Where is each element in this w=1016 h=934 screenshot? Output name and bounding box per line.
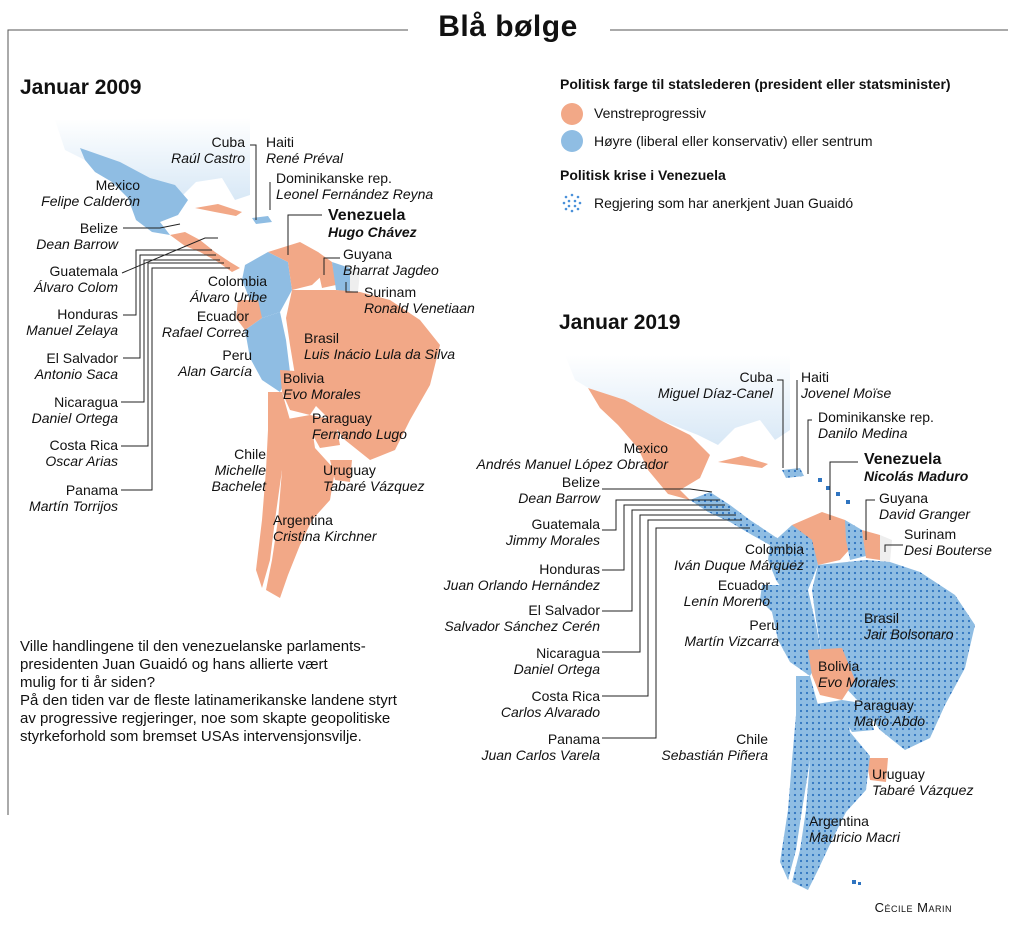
label-2009-ecuador: Ecuador Rafael Correa	[161, 308, 249, 340]
guiana-2009	[350, 268, 360, 292]
guyana-2019	[845, 520, 866, 560]
label-2009-el-salvador: El Salvador Antonio Saca	[34, 350, 118, 382]
bolivia-2009	[280, 370, 320, 415]
label-2009-nicaragua: Nicaragua Daniel Ortega	[31, 394, 118, 426]
legend-crisis-label: Regjering som har anerkjent Juan Guaidó	[594, 195, 854, 211]
venezuela-2009	[268, 242, 330, 290]
label-2019-belize: Belize Dean Barrow	[518, 474, 600, 506]
ecuador-2019	[760, 585, 790, 612]
label-2009-surinam: Surinam Ronald Venetiaan	[364, 284, 475, 316]
chile-2009	[256, 392, 290, 588]
label-2019-uruguay: Uruguay Tabaré Vázquez	[872, 766, 974, 798]
label-2009-belize: Belize Dean Barrow	[36, 220, 118, 252]
intro-line: På den tiden var de fleste latinamerikan…	[20, 692, 397, 709]
argentina-2019	[792, 700, 870, 890]
ecuador-2009	[236, 300, 262, 330]
legend-heading: Politisk farge til statslederen (preside…	[560, 76, 951, 92]
label-2019-peru: Peru Martín Vizcarra	[684, 617, 779, 649]
label-2009-panama: Panama Martín Torrijos	[29, 482, 118, 514]
label-2019-el-salvador: El Salvador Salvador Sánchez Cerén	[444, 602, 600, 634]
guyana-2009	[318, 252, 336, 288]
legend-left-label: Venstreprogressiv	[594, 105, 707, 121]
cuba-2009	[195, 204, 242, 216]
map-2009	[55, 118, 440, 598]
label-2019-dominikanske: Dominikanske rep. Danilo Medina	[818, 409, 934, 441]
swatch-right	[561, 130, 583, 152]
usa-2009	[55, 118, 250, 200]
guiana-2019	[880, 535, 892, 562]
colombia-2019	[768, 525, 818, 600]
central-america-2009	[170, 232, 240, 272]
argentina-2009	[266, 415, 335, 598]
label-2009-paraguay: Paraguay Fernando Lugo	[312, 410, 407, 442]
label-2019-colombia: Colombia Iván Duque Márquez	[674, 541, 804, 573]
peru-2009	[245, 312, 290, 392]
label-2019-haiti: Haiti Jovenel Moïse	[801, 369, 892, 401]
label-2019-bolivia: Bolivia Evo Morales	[818, 658, 896, 690]
label-2009-mexico: Mexico Felipe Calderón	[41, 177, 140, 209]
intro-line: Ville handlingene til den venezuelanske …	[20, 638, 366, 655]
heading-2019: Januar 2019	[559, 311, 681, 334]
label-2009-costa-rica: Costa Rica Oscar Arias	[45, 437, 118, 469]
label-2009-guatemala: Guatemala Álvaro Colom	[33, 263, 118, 295]
label-2019-chile: Chile Sebastián Piñera	[661, 731, 768, 763]
hispaniola-2019	[782, 468, 804, 478]
page-title: Blå bølge	[0, 10, 1016, 44]
label-2019-costa-rica: Costa Rica Carlos Alvarado	[500, 688, 600, 720]
label-2019-brasil: Brasil Jair Bolsonaro	[864, 610, 954, 642]
paraguay-2019	[842, 700, 874, 732]
uruguay-2019	[866, 758, 888, 782]
uruguay-2009	[330, 460, 352, 482]
brasil-2019	[812, 560, 975, 750]
chile-2019	[780, 676, 818, 880]
label-2009-chile: Chile Michelle Bachelet	[211, 446, 266, 494]
label-2009-venezuela: Venezuela Hugo Chávez	[328, 207, 417, 241]
intro-line: av progressive regjeringer, noe som skap…	[20, 710, 391, 727]
label-2009-haiti: Haiti René Préval	[266, 134, 344, 166]
bolivia-2019	[808, 648, 855, 700]
intro-line: mulig for ti år siden?	[20, 674, 156, 691]
swatch-left	[561, 103, 583, 125]
label-2009-brasil: Brasil Luis Inácio Lula da Silva	[304, 330, 455, 362]
intro-line: presidenten Juan Guaidó og hans allierte…	[20, 656, 328, 673]
label-2019-guyana: Guyana David Granger	[879, 490, 971, 522]
intro-text: Ville handlingene til den venezuelanske …	[20, 638, 420, 746]
label-2019-paraguay: Paraguay Mario Abdo	[854, 697, 926, 729]
heading-2009: Januar 2009	[20, 76, 142, 99]
mexico-2009	[80, 148, 188, 235]
usa-2019	[565, 355, 790, 445]
cuba-2019	[718, 456, 768, 468]
label-2009-colombia: Colombia Álvaro Uribe	[189, 273, 267, 305]
label-2009-cuba: Cuba Raúl Castro	[171, 134, 245, 166]
label-2009-uruguay: Uruguay Tabaré Vázquez	[323, 462, 425, 494]
credit: Cécile Marin	[874, 900, 952, 915]
label-2019-ecuador: Ecuador Lenín Moreno	[683, 577, 770, 609]
label-2019-panama: Panama Juan Carlos Varela	[481, 731, 600, 763]
venezuela-2019	[792, 512, 858, 565]
label-2009-bolivia: Bolivia Evo Morales	[283, 370, 361, 402]
paraguay-2009	[310, 415, 340, 448]
label-2019-surinam: Surinam Desi Bouterse	[904, 526, 992, 558]
intro-line: styrkeforhold som bremset USAs intervens…	[20, 728, 362, 745]
label-2019-nicaragua: Nicaragua Daniel Ortega	[513, 645, 600, 677]
label-2019-venezuela: Venezuela Nicolás Maduro	[864, 451, 969, 485]
label-2019-cuba: Cuba Miguel Díaz-Canel	[657, 369, 773, 401]
label-2009-peru: Peru Alan García	[178, 347, 252, 379]
label-2019-mexico: Mexico Andrés Manuel López Obrador	[476, 440, 668, 472]
crisis-swatch	[561, 192, 583, 214]
mexico-2019	[588, 388, 710, 500]
label-2009-guyana: Guyana Bharrat Jagdeo	[343, 246, 439, 278]
brasil-2009	[286, 290, 440, 460]
legend-right-label: Høyre (liberal eller konservativ) eller …	[594, 133, 873, 149]
legend-crisis-heading: Politisk krise i Venezuela	[560, 167, 726, 183]
label-2019-argentina: Argentina Mauricio Macri	[809, 813, 901, 845]
label-2009-argentina: Argentina Cristina Kirchner	[273, 512, 377, 544]
label-2019-guatemala: Guatemala Jimmy Morales	[505, 516, 600, 548]
hispaniola-2009	[252, 216, 272, 224]
label-2009-honduras: Honduras Manuel Zelaya	[26, 306, 118, 338]
label-2019-honduras: Honduras Juan Orlando Hernández	[443, 561, 600, 593]
label-2009-dominikanske: Dominikanske rep. Leonel Fernández Reyna	[276, 170, 434, 202]
map-2019	[565, 355, 975, 890]
